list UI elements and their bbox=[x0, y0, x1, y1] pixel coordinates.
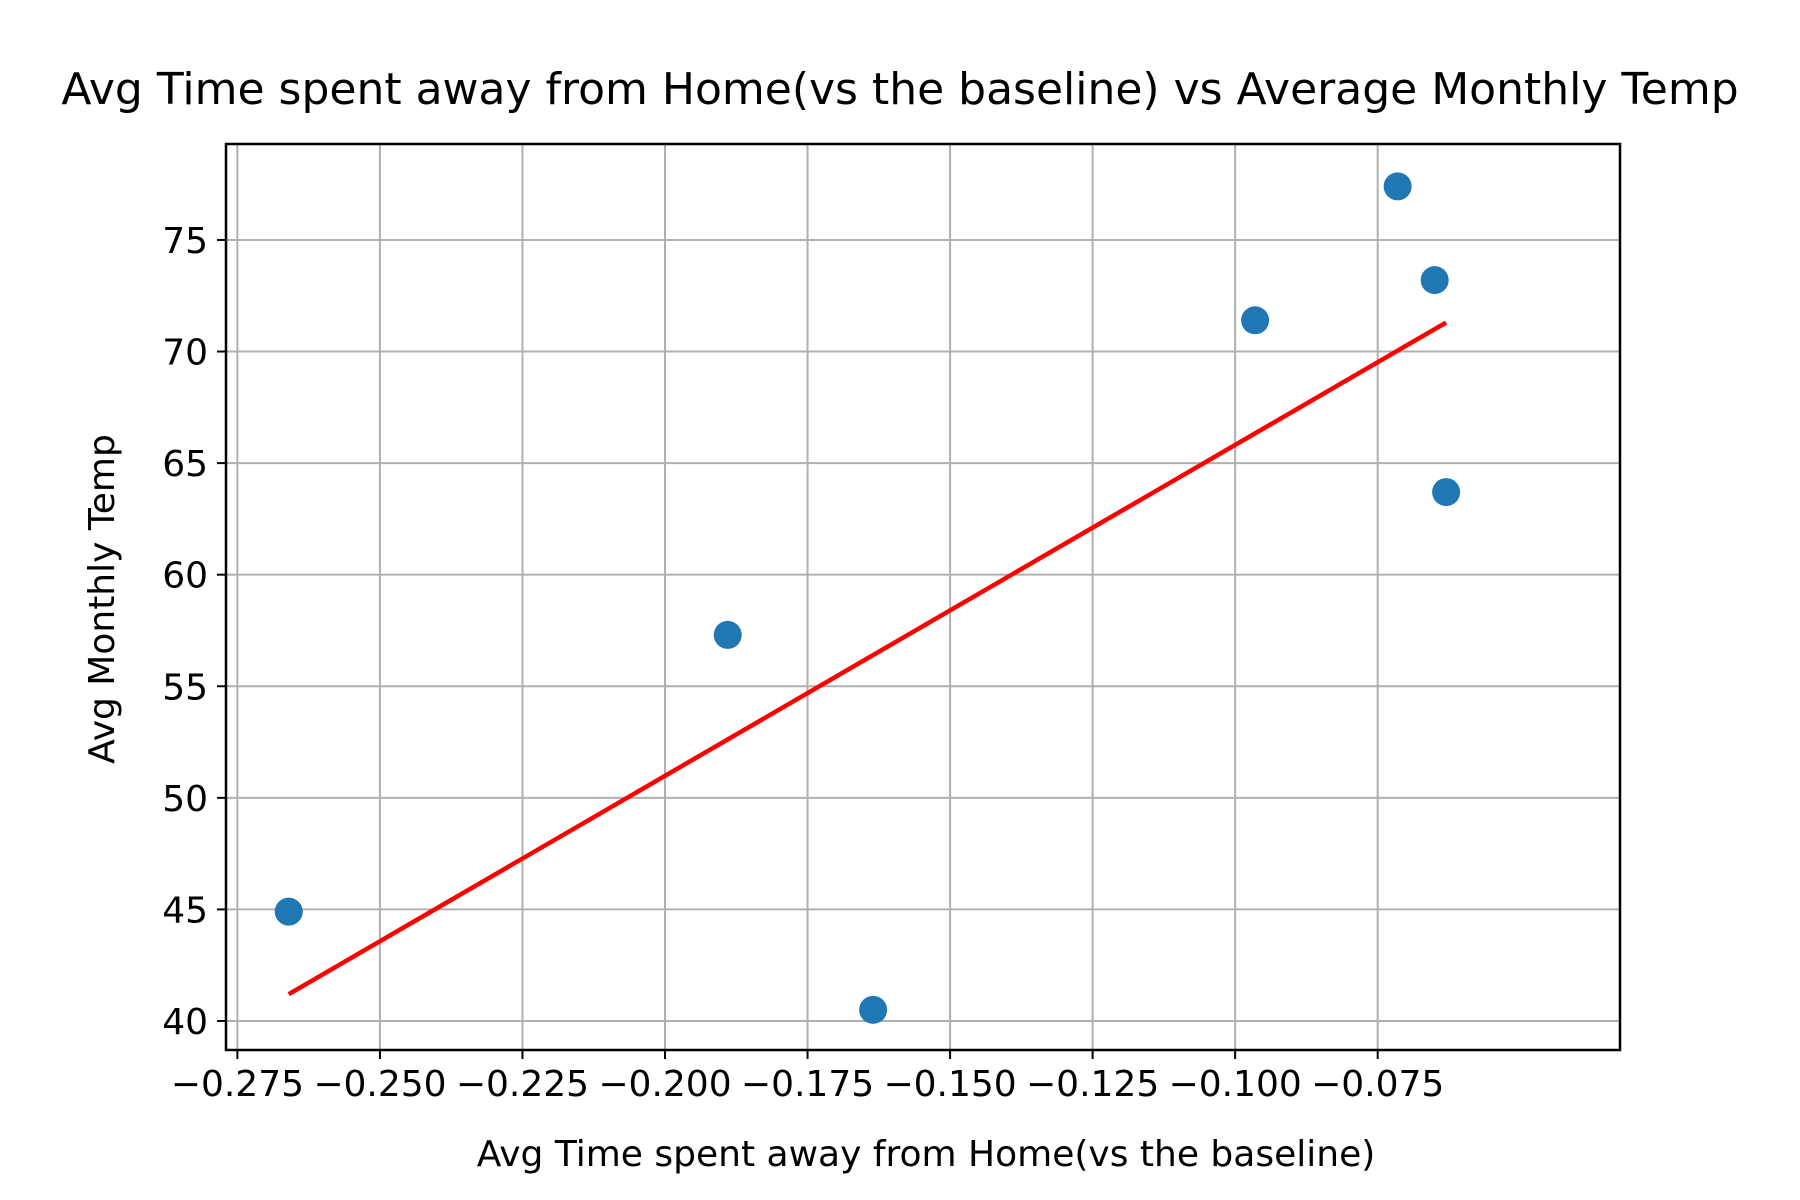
y-tick-label: 60 bbox=[162, 556, 208, 597]
plot-frame bbox=[224, 142, 1622, 1052]
y-axis-label: Avg Monthly Temp bbox=[82, 434, 123, 764]
x-tick-label: −0.250 bbox=[313, 1064, 446, 1105]
scatter-point bbox=[1420, 266, 1449, 295]
x-tick-label: −0.200 bbox=[598, 1064, 731, 1105]
scatter-point bbox=[1432, 478, 1461, 507]
y-tick-label: 40 bbox=[162, 1002, 208, 1043]
scatter-point bbox=[859, 995, 888, 1024]
y-tick-label: 70 bbox=[162, 333, 208, 374]
y-tick-label: 45 bbox=[162, 890, 208, 931]
y-axis-ticks: 40 45 50 55 60 65 70 75 bbox=[162, 221, 226, 1043]
x-tick-label: −0.275 bbox=[171, 1064, 304, 1105]
y-tick-label: 75 bbox=[162, 221, 208, 262]
x-tick-label: −0.100 bbox=[1169, 1064, 1302, 1105]
chart-title: Avg Time spent away from Home(vs the bas… bbox=[61, 64, 1738, 115]
y-tick-label: 55 bbox=[162, 667, 208, 708]
fit-line-layer bbox=[287, 320, 1448, 997]
x-tick-label: −0.150 bbox=[883, 1064, 1016, 1105]
regression-line bbox=[287, 320, 1448, 997]
scatter-point bbox=[1383, 172, 1412, 201]
x-tick-label: −0.175 bbox=[741, 1064, 874, 1105]
scatter-point bbox=[713, 620, 742, 649]
grid-layer bbox=[226, 144, 1620, 1050]
scatter-point bbox=[274, 897, 303, 926]
x-tick-label: −0.075 bbox=[1311, 1064, 1444, 1105]
x-tick-label: −0.225 bbox=[456, 1064, 589, 1105]
y-tick-label: 50 bbox=[162, 779, 208, 820]
x-tick-label: −0.125 bbox=[1026, 1064, 1159, 1105]
scatter-point bbox=[1241, 306, 1270, 335]
x-axis-ticks: −0.275 −0.250 −0.225 −0.200 −0.175 −0.150 −0.1… bbox=[171, 1050, 1444, 1105]
points-layer bbox=[274, 172, 1461, 1024]
x-axis-label: Avg Time spent away from Home(vs the bas… bbox=[477, 1134, 1376, 1175]
y-tick-label: 65 bbox=[162, 444, 208, 485]
